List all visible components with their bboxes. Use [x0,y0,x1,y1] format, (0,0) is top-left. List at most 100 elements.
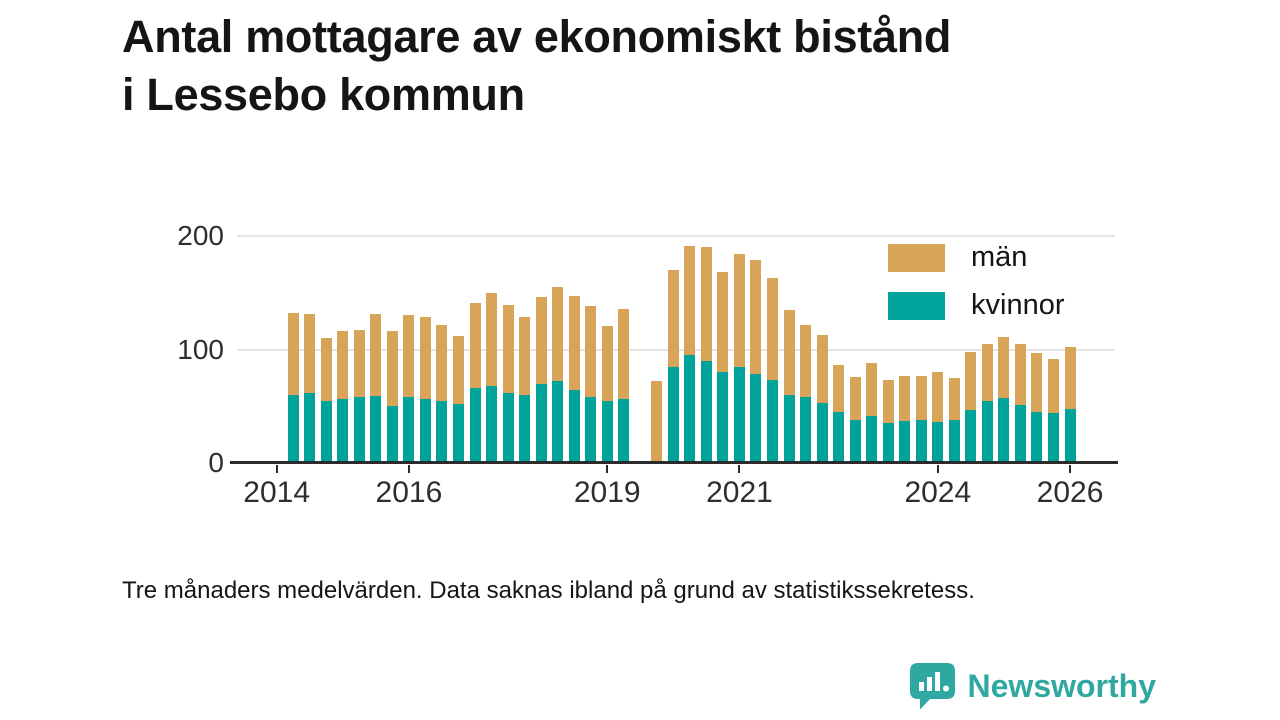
bar-segment-man [866,363,878,417]
bar-segment-kvinnor [568,390,580,463]
bar-segment-man [733,254,745,367]
bar-segment-kvinnor [965,409,977,463]
bar-segment-kvinnor [519,394,531,463]
bar-segment-man [981,343,993,401]
bar-segment-man [915,375,927,420]
bar-segment-kvinnor [353,397,365,463]
bar-segment-man [353,330,365,398]
bar-segment-kvinnor [535,383,547,463]
bar-segment-kvinnor [816,402,828,463]
bar-segment-man [568,296,580,391]
bar-segment-kvinnor [552,381,564,463]
bar-segment-man [320,338,332,401]
x-tick-2016 [407,465,410,473]
x-tick-label-2016: 2016 [375,476,443,509]
bar-segment-man [1014,343,1026,406]
bar-segment-kvinnor [684,355,696,463]
bar-segment-man [783,309,795,395]
bar-segment-man [948,377,960,420]
bar-segment-man [882,380,894,424]
bar-segment-man [750,259,762,375]
bar-segment-kvinnor [337,399,349,463]
bar-segment-man [486,292,498,386]
bar-segment-kvinnor [1048,413,1059,463]
bar-segment-kvinnor [304,392,316,463]
y-tick-label-100: 100 [177,333,224,365]
bar-segment-man [519,316,531,395]
bar-segment-man [337,331,349,400]
bar-segment-man [585,306,597,398]
bar-segment-kvinnor [767,380,779,463]
bar-segment-man [816,334,828,403]
x-axis-line [230,461,1118,464]
page-title: Antal mottagare av ekonomiskt bistånd i … [122,11,952,120]
bar-segment-kvinnor [452,403,464,463]
bar-segment-kvinnor [419,399,431,463]
bar-segment-man [535,297,547,384]
newsworthy-logo-icon [909,663,955,710]
x-tick-2024 [936,465,939,473]
legend-label-man: män [971,241,1028,273]
bar-segment-man [899,375,911,422]
bar-segment-man [601,325,613,401]
bar-segment-kvinnor [403,397,415,463]
bar-segment-kvinnor [833,411,845,463]
x-tick-2021 [738,465,741,473]
bar-segment-kvinnor [915,419,927,463]
bar-segment-kvinnor [783,394,795,463]
bar-segment-man [469,302,481,389]
bar-segment-kvinnor [700,360,712,463]
bar-segment-kvinnor [386,406,398,463]
bar-segment-man [800,324,812,398]
bar-segment-man [287,313,299,395]
legend-swatch-man [888,243,945,272]
bar-segment-kvinnor [667,366,679,463]
bar-segment-man [700,247,712,361]
bar-segment-kvinnor [287,394,299,463]
bar-segment-man [1064,347,1076,409]
bar-segment-kvinnor [932,422,944,463]
bar-segment-man [304,314,316,393]
bar-segment-man [552,287,564,382]
x-tick-2019 [606,465,609,473]
legend-item-kvinnor: kvinnor [888,289,1065,322]
x-tick-2026 [1069,465,1072,473]
brand-name: Newsworthy [967,668,1156,704]
bar-segment-kvinnor [469,388,481,463]
bar-segment-man [767,278,779,381]
bar-segment-man [386,331,398,407]
bar-segment-kvinnor [800,397,812,463]
bar-segment-kvinnor [899,421,911,463]
x-axis-labels: 2014 2016 2019 2021 2024 2026 [237,476,1115,520]
bar-segment-kvinnor [733,366,745,463]
bar-segment-kvinnor [585,397,597,463]
y-axis-labels: 0 100 200 [110,222,224,477]
bar-segment-kvinnor [436,400,448,463]
legend-item-man: män [888,241,1065,274]
bar-segment-kvinnor [882,423,894,463]
bar-segment-kvinnor [849,419,861,463]
bar-segment-man [965,351,977,410]
bar-segment-kvinnor [981,400,993,463]
legend: män kvinnor [888,241,1065,322]
bar-segment-kvinnor [320,400,332,463]
brand-lockup: Newsworthy [909,663,1156,710]
bar-segment-man [651,381,663,463]
bar-segment-kvinnor [486,385,498,463]
bar-segment-man [419,316,431,400]
bar-segment-kvinnor [998,398,1010,463]
bar-segment-man [684,246,696,356]
bar-segment-kvinnor [750,374,762,463]
x-tick-label-2019: 2019 [573,476,641,509]
bar-segment-kvinnor [618,399,630,463]
bar-segment-man [403,315,415,398]
bar-segment-man [502,305,514,393]
legend-swatch-kvinnor [888,291,945,320]
bar-segment-kvinnor [1014,405,1026,463]
legend-label-kvinnor: kvinnor [971,289,1065,321]
bar-segment-man [436,324,448,401]
bar-segment-man [849,376,861,420]
x-tick-label-2014: 2014 [243,476,311,509]
bar-segment-man [1031,352,1043,412]
bar-segment-kvinnor [1064,408,1076,463]
